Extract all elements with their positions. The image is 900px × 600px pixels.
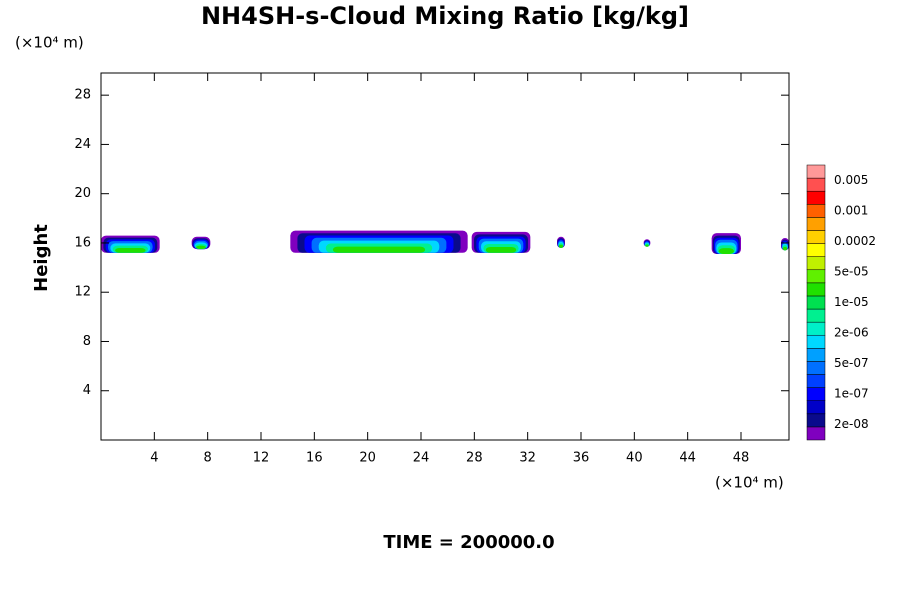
colorbar-swatch bbox=[806, 282, 826, 297]
x-tick-label: 24 bbox=[413, 451, 430, 466]
cloud-layer bbox=[332, 246, 426, 253]
colorbar-swatch bbox=[806, 230, 826, 244]
x-tick-label: 16 bbox=[306, 451, 323, 466]
colorbar-swatch bbox=[806, 269, 826, 284]
x-tick-label: 12 bbox=[253, 451, 270, 466]
colorbar-swatch bbox=[806, 400, 826, 415]
colorbar-swatch bbox=[806, 217, 826, 231]
colorbar-swatch bbox=[806, 374, 826, 388]
footer: TIME = 200000.0 bbox=[383, 532, 554, 553]
x-tick-label: 8 bbox=[204, 451, 212, 466]
plot-frame bbox=[100, 72, 790, 441]
colorbar-label: 0.0002 bbox=[834, 234, 876, 248]
y-tick-label: 16 bbox=[74, 235, 91, 250]
colorbar-swatch bbox=[806, 413, 826, 428]
x-tick-label: 40 bbox=[626, 451, 643, 466]
colorbar-swatch bbox=[806, 334, 826, 349]
colorbar-swatch bbox=[806, 361, 826, 375]
y-tick-label: 8 bbox=[83, 334, 91, 349]
colorbar-label: 5e-07 bbox=[834, 356, 869, 370]
x-tick-label: 48 bbox=[733, 451, 750, 466]
colorbar-label: 0.005 bbox=[834, 173, 868, 187]
y-axis-label: Height bbox=[31, 224, 52, 292]
cloud-layer bbox=[115, 247, 146, 253]
colorbar-label: 1e-05 bbox=[834, 295, 869, 309]
x-unit: (×10⁴ m) bbox=[715, 474, 784, 492]
cloud-layer bbox=[485, 246, 517, 253]
colorbar-swatch bbox=[806, 308, 826, 323]
colorbar-swatch bbox=[806, 204, 826, 218]
x-tick-label: 20 bbox=[359, 451, 376, 466]
colorbar-swatch bbox=[806, 243, 826, 257]
chart-title: NH4SH-s-Cloud Mixing Ratio [kg/kg] bbox=[201, 2, 689, 30]
colorbar-label: 5e-05 bbox=[834, 264, 869, 278]
colorbar-label: 0.001 bbox=[834, 203, 868, 217]
colorbar-swatch bbox=[806, 426, 826, 441]
x-tick-label: 36 bbox=[573, 451, 590, 466]
y-tick-label: 20 bbox=[74, 186, 91, 201]
colorbar-swatch bbox=[806, 177, 826, 192]
cloud-layer bbox=[645, 244, 649, 247]
colorbar-label: 2e-06 bbox=[834, 326, 869, 340]
colorbar-swatch bbox=[806, 387, 826, 401]
colorbar-label: 1e-07 bbox=[834, 387, 869, 401]
cloud-layer bbox=[196, 245, 206, 250]
colorbar-swatch bbox=[806, 321, 826, 336]
colorbar-swatch bbox=[806, 348, 826, 362]
y-tick-label: 12 bbox=[74, 285, 91, 300]
colorbar-swatch bbox=[806, 164, 826, 179]
y-unit: (×10⁴ m) bbox=[15, 34, 84, 52]
cloud-layer bbox=[558, 244, 564, 248]
x-tick-label: 28 bbox=[466, 451, 483, 466]
colorbar-swatch bbox=[806, 295, 826, 310]
cloud-layer bbox=[718, 248, 734, 255]
y-tick-label: 28 bbox=[74, 88, 91, 103]
colorbar-swatch bbox=[806, 256, 826, 271]
cloud-layer bbox=[782, 246, 788, 251]
x-tick-label: 44 bbox=[679, 451, 696, 466]
y-tick-label: 4 bbox=[83, 383, 91, 398]
y-tick-label: 24 bbox=[74, 137, 91, 152]
colorbar-label: 2e-08 bbox=[834, 417, 869, 431]
x-tick-label: 4 bbox=[150, 451, 158, 466]
x-tick-label: 32 bbox=[519, 451, 536, 466]
colorbar-swatch bbox=[806, 190, 826, 205]
